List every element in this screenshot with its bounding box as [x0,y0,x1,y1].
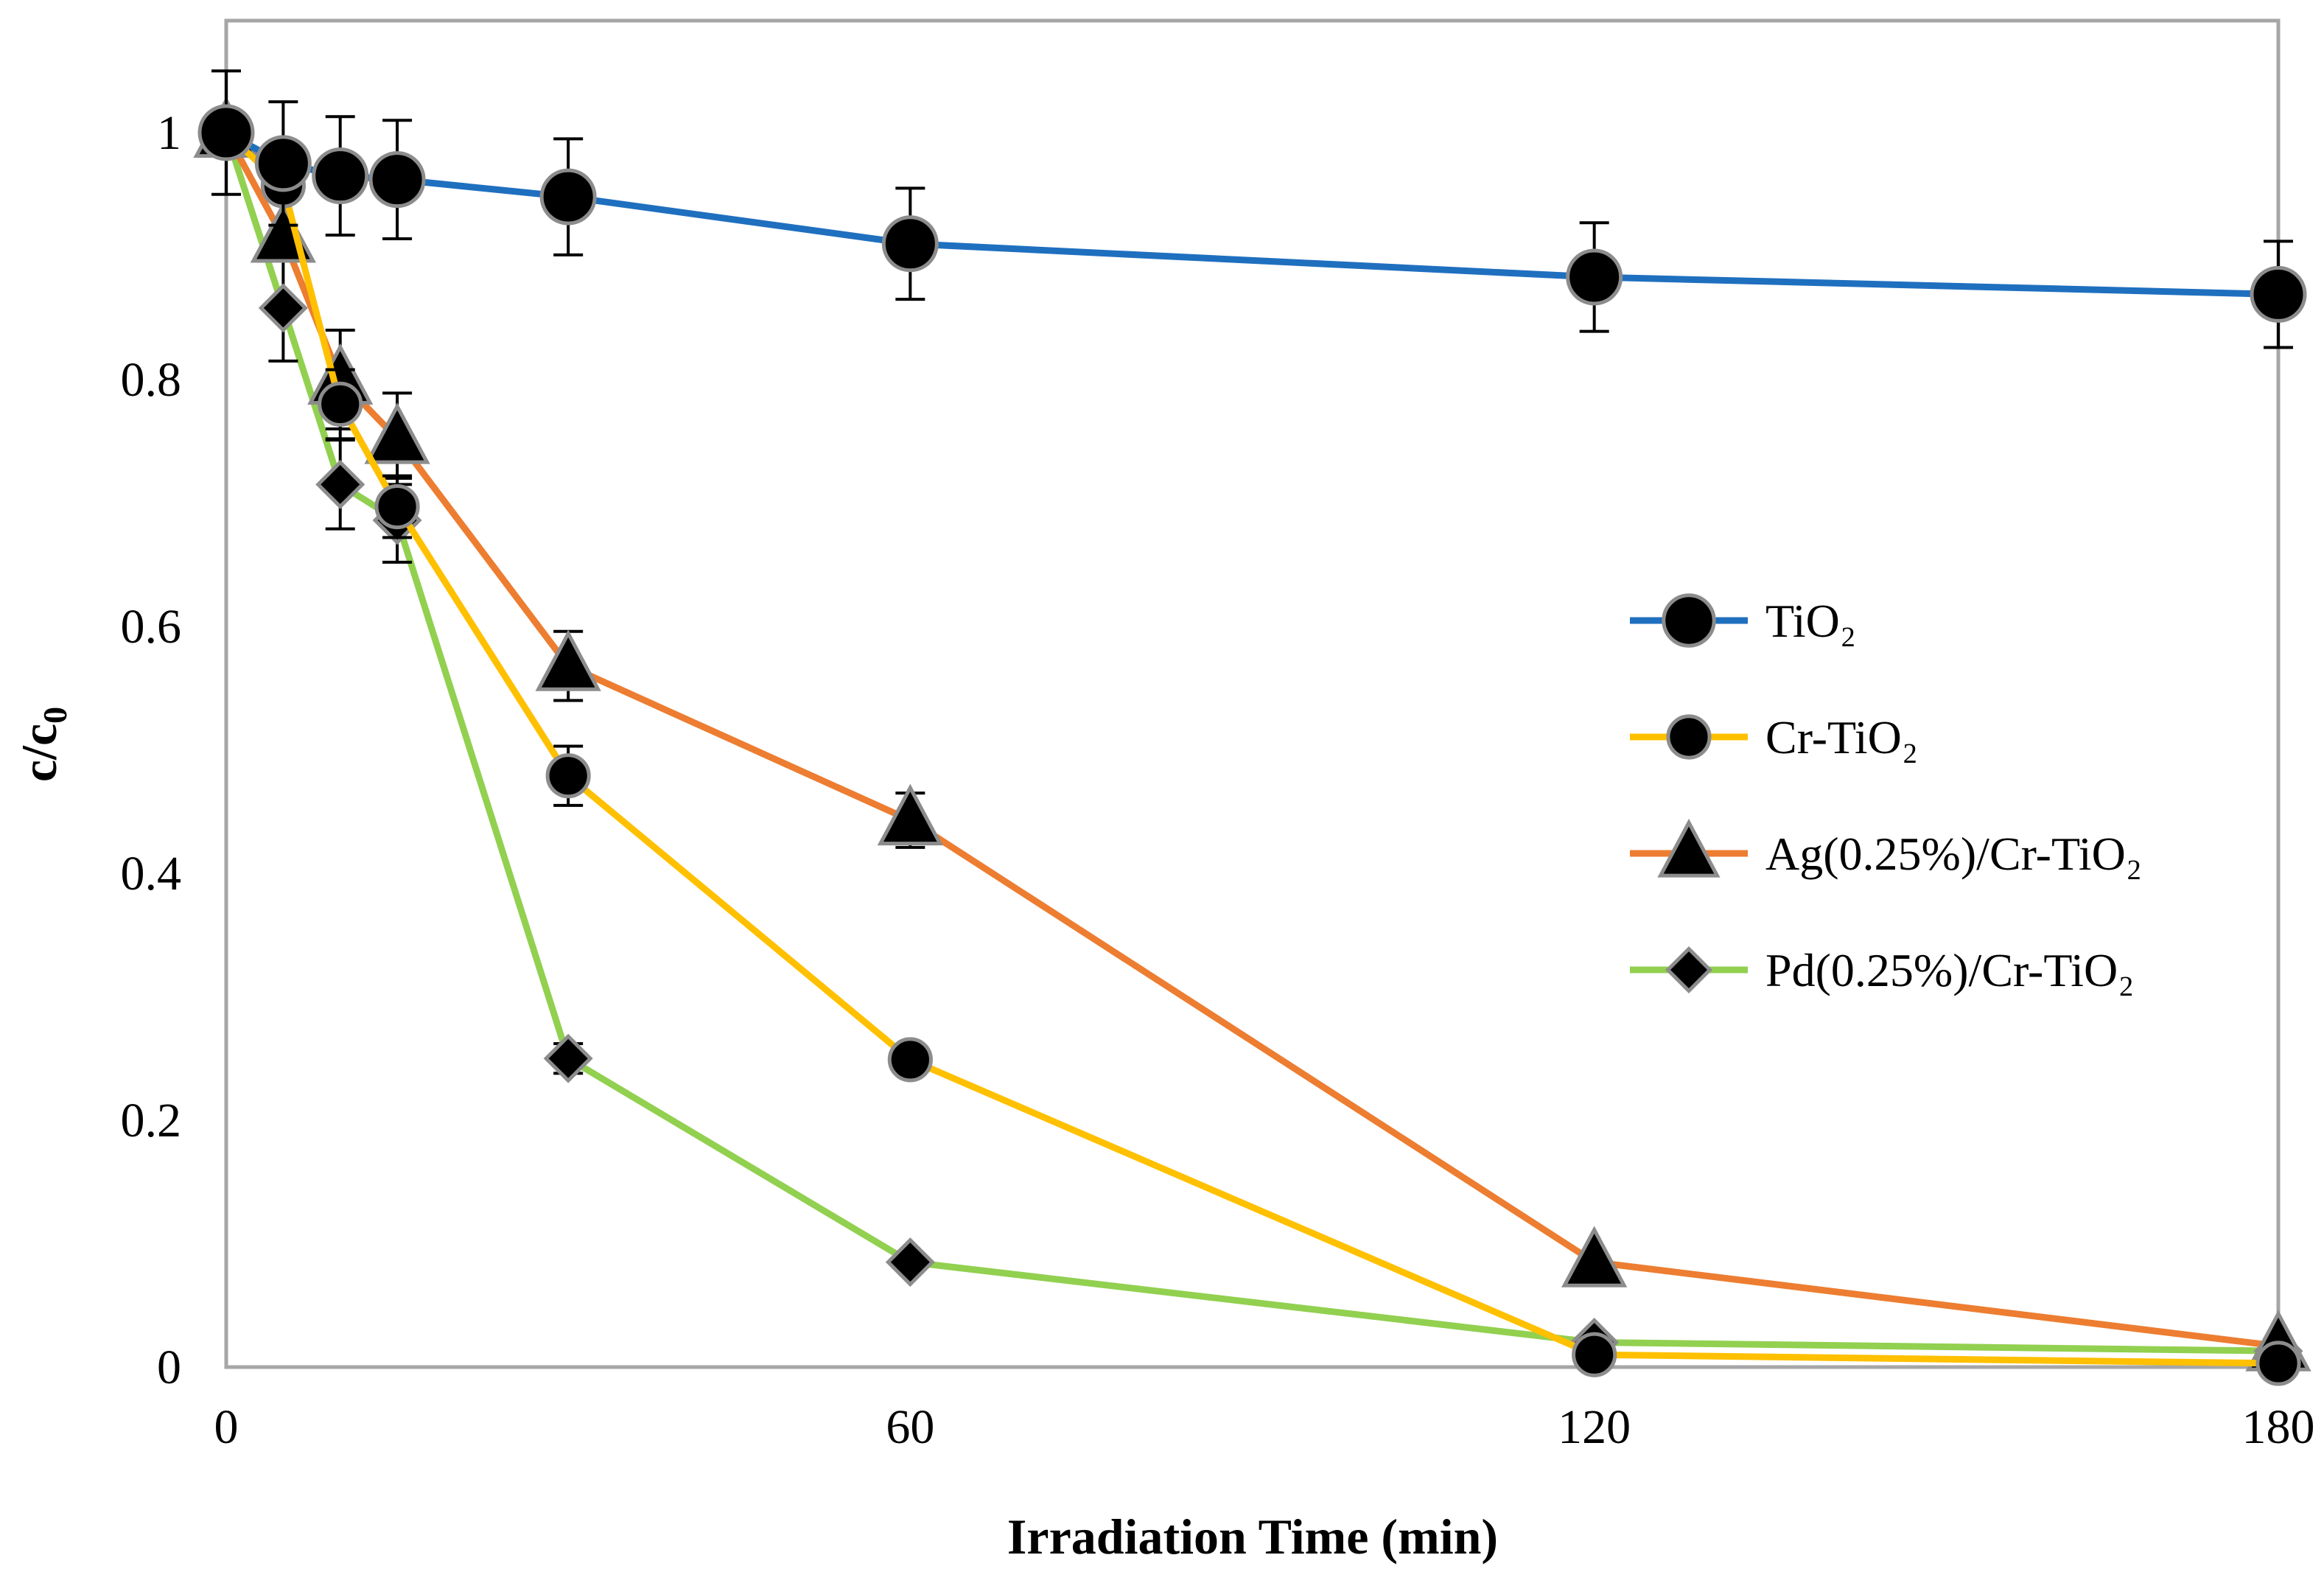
data-point-cr-tio2 [2255,1341,2301,1386]
x-tick-label-180: 180 [2242,1400,2315,1454]
x-tick-label-0: 0 [214,1400,239,1454]
data-point-pd-0-25-cr-tio2 [315,459,365,509]
data-point-tio2 [1566,248,1623,306]
y-tick-label-0-2: 0.2 [121,1094,182,1147]
x-axis-title: Irradiation Time (min) [1007,1509,1498,1565]
data-point-cr-tio2 [374,483,420,530]
data-point-cr-tio2 [318,381,363,427]
data-point-cr-tio2 [887,1037,933,1083]
legend-label: TiO₂ [1765,595,1856,647]
legend-label: Pd(0.25%)/Cr-TiO₂ [1765,944,2135,996]
legend-item-ag-0-25-cr-tio2: Ag(0.25%)/Cr-TiO₂ [1630,818,2142,880]
data-point-ag-0-25-cr-tio2 [535,629,601,691]
data-point-tio2 [368,151,426,209]
y-axis-title-main: c/c [11,724,67,782]
y-tick-label-0: 0 [157,1341,181,1394]
data-point-tio2 [881,215,939,273]
data-point-cr-tio2 [545,753,591,799]
legend-marker [1657,818,1721,878]
y-tick-labels: 0 0.2 0.4 0.6 0.8 1 [121,106,182,1394]
legend-item-cr-tio2: Cr-TiO₂ [1630,711,1918,763]
data-point-pd-0-25-cr-tio2 [543,1033,593,1083]
data-point-pd-0-25-cr-tio2 [258,283,308,333]
data-point-tio2 [254,135,312,192]
y-axis-title: c/c0 [11,707,74,782]
data-point-tio2 [312,147,369,205]
data-point-ag-0-25-cr-tio2 [364,402,430,464]
y-tick-label-0-6: 0.6 [121,600,182,654]
series-line-pd-0-25-cr-tio2 [223,131,2279,1355]
legend: TiO₂ Cr-TiO₂ Ag(0.25%)/Cr-TiO₂ Pd(0.25%)/Cr… [1630,593,2142,996]
legend-marker [1665,946,1713,994]
data-point-pd-0-25-cr-tio2 [885,1237,935,1287]
y-axis-title-subscript: 0 [36,707,74,724]
y-tick-label-0-8: 0.8 [121,353,182,407]
data-series [193,69,2311,1386]
y-tick-label-1: 1 [157,106,181,160]
data-point-cr-tio2 [1572,1332,1617,1377]
legend-label: Cr-TiO₂ [1765,711,1918,763]
legend-marker [1662,593,1716,648]
plot-area [224,18,2281,1369]
data-point-tio2 [539,168,597,226]
legend-item-tio2: TiO₂ [1630,593,1856,648]
x-tick-label-60: 60 [886,1400,934,1454]
y-tick-label-0-4: 0.4 [121,847,182,901]
series-line-cr-tio2 [223,130,2279,1367]
legend-marker [1666,714,1712,760]
data-point-tio2 [2250,265,2307,323]
x-tick-label-120: 120 [1558,1400,1631,1454]
legend-label: Ag(0.25%)/Cr-TiO₂ [1765,828,2142,880]
data-point-tio2 [197,104,255,161]
data-point-ag-0-25-cr-tio2 [1561,1226,1628,1287]
series-tio2 [197,69,2307,349]
legend-item-pd-0-25-cr-tio2: Pd(0.25%)/Cr-TiO₂ [1630,944,2135,996]
data-point-ag-0-25-cr-tio2 [877,783,943,846]
x-tick-labels: 0 60 120 180 [214,1400,2315,1454]
